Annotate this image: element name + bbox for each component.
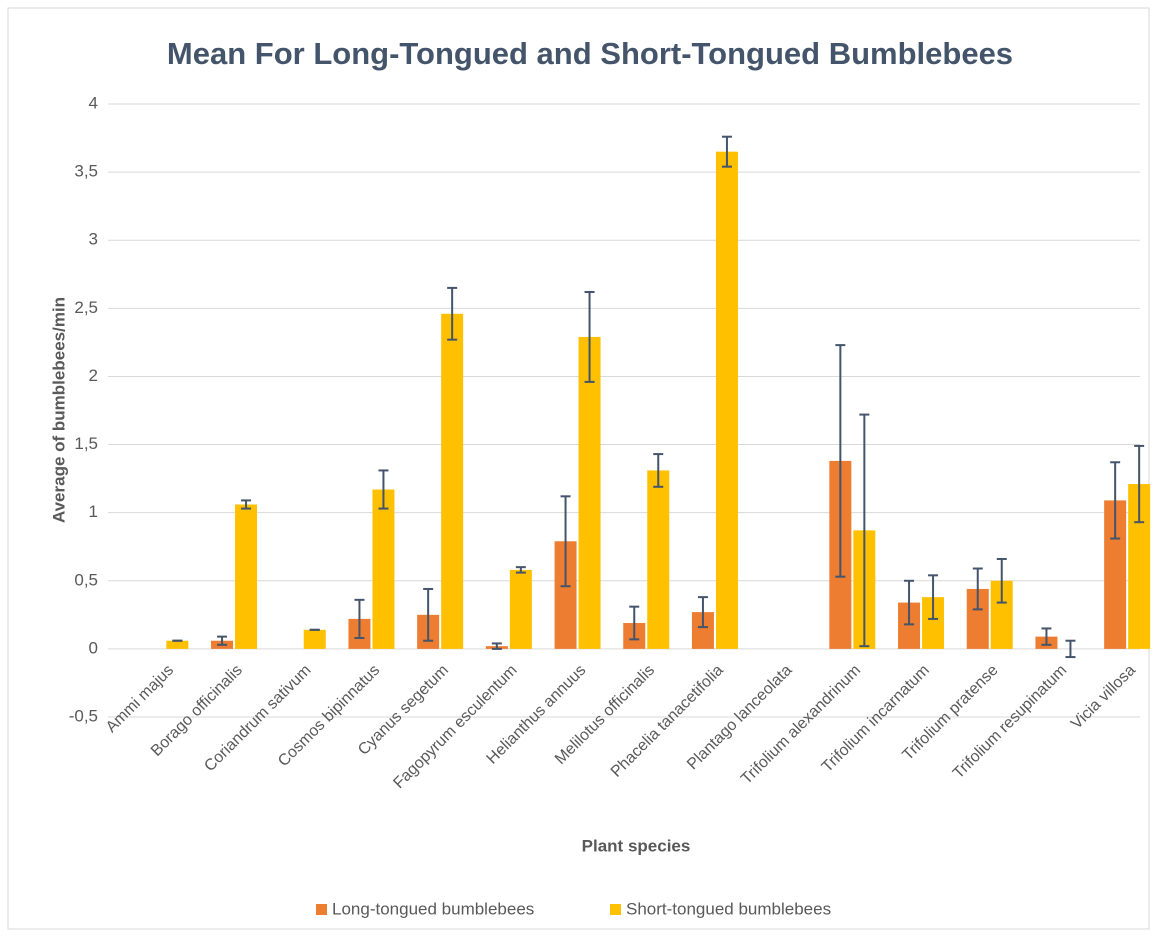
y-tick-label: 0	[89, 638, 98, 657]
bar	[441, 313, 464, 649]
error-bar	[560, 495, 571, 588]
error-bar	[378, 469, 389, 510]
error-bar	[584, 290, 595, 383]
error-bar	[354, 598, 365, 639]
bar	[647, 470, 670, 649]
x-axis-title: Plant species	[582, 836, 691, 855]
bar	[715, 151, 738, 649]
bar	[691, 612, 714, 649]
y-tick-label: 4	[89, 93, 98, 112]
chart-title: Mean For Long-Tongued and Short-Tongued …	[167, 36, 1013, 71]
legend-label: Short-tongued bumblebees	[626, 899, 831, 918]
error-bar	[653, 453, 664, 488]
y-tick-label: 2	[89, 366, 98, 385]
error-bar	[241, 499, 252, 510]
bar	[235, 504, 258, 649]
bar	[922, 597, 945, 649]
bar	[898, 602, 921, 649]
error-bar	[972, 567, 983, 611]
error-bar	[447, 286, 458, 341]
error-bar	[697, 596, 708, 629]
bar	[966, 588, 989, 649]
y-tick-label: -0,5	[69, 706, 98, 725]
error-bar	[491, 642, 502, 650]
error-bar	[1041, 627, 1052, 646]
y-tick-label: 3	[89, 230, 98, 249]
error-bar	[996, 557, 1007, 604]
error-bar	[515, 566, 526, 574]
error-bar	[217, 635, 228, 646]
y-tick-label: 1	[89, 502, 98, 521]
bar	[372, 489, 395, 649]
bar	[1104, 500, 1127, 649]
y-tick-label: 0,5	[74, 570, 98, 589]
bar	[166, 640, 189, 649]
legend-swatch	[610, 904, 621, 915]
error-bar	[721, 135, 732, 168]
error-bar	[835, 344, 846, 578]
bar	[303, 629, 326, 649]
y-axis-title: Average of bumblebees/min	[49, 297, 68, 523]
bar	[554, 541, 577, 649]
error-bar	[928, 574, 939, 620]
y-tick-label: 2,5	[74, 298, 98, 317]
error-bar	[629, 605, 640, 641]
bar	[990, 580, 1013, 649]
error-bar	[1110, 461, 1121, 540]
error-bar	[423, 587, 434, 642]
legend-swatch	[316, 904, 327, 915]
error-bar	[904, 579, 915, 626]
error-bar	[1134, 444, 1145, 524]
error-bar	[859, 413, 870, 648]
y-tick-label: 3,5	[74, 162, 98, 181]
error-bar	[1065, 639, 1076, 659]
bar	[509, 569, 532, 649]
bar	[1128, 484, 1151, 649]
chart-frame	[7, 7, 1150, 930]
y-tick-label: 1,5	[74, 434, 98, 453]
legend-label: Long-tongued bumblebees	[332, 899, 534, 918]
bar	[578, 336, 601, 649]
